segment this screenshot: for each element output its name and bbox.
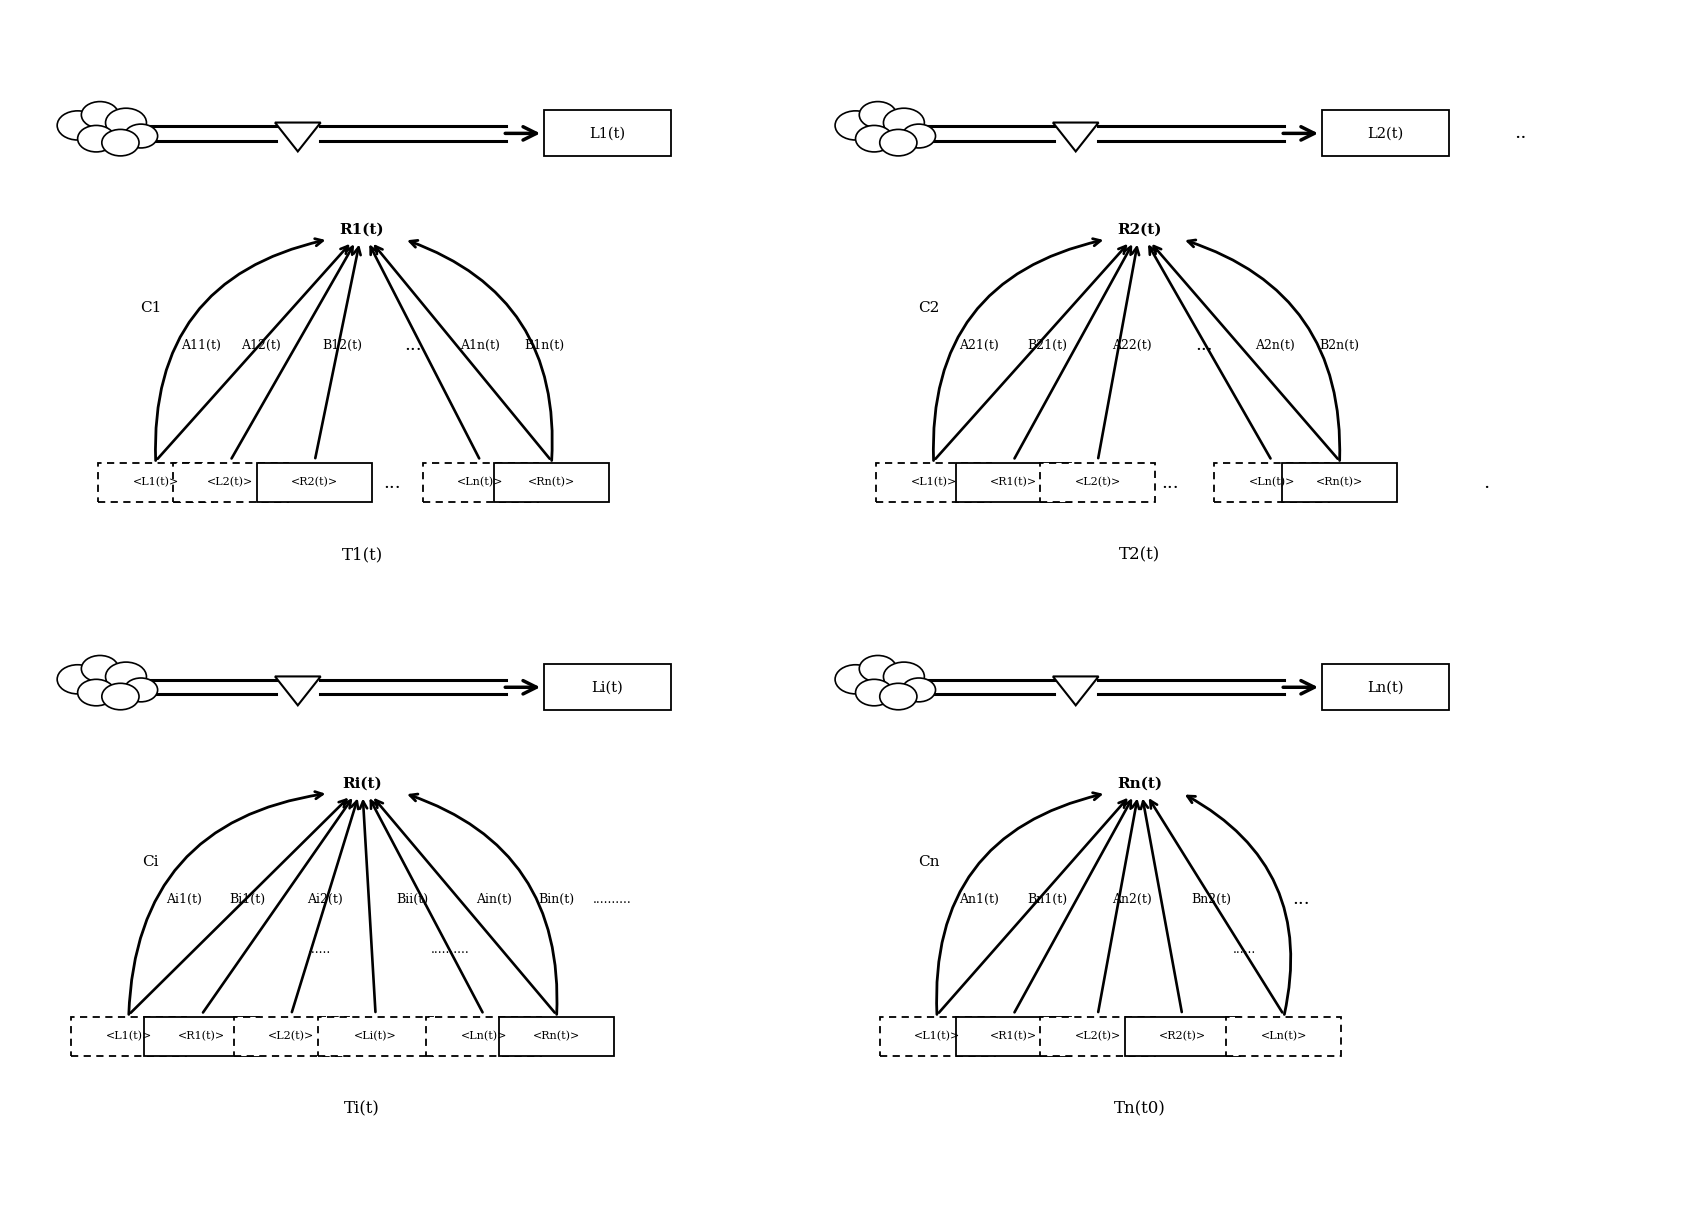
Text: Ti(t): Ti(t): [344, 1100, 380, 1117]
Text: <Li(t)>: <Li(t)>: [355, 1032, 397, 1041]
Text: Li(t): Li(t): [592, 681, 622, 694]
Text: ......: ......: [309, 943, 331, 956]
Text: C1: C1: [140, 301, 162, 315]
Polygon shape: [275, 676, 321, 705]
Bar: [880, 1017, 994, 1056]
Text: R1(t): R1(t): [339, 223, 384, 236]
Text: ..........: ..........: [593, 893, 633, 906]
Text: <Ln(t)>: <Ln(t)>: [1248, 477, 1296, 487]
Text: A11(t): A11(t): [181, 339, 222, 352]
Bar: [544, 111, 670, 156]
Text: <Rn(t)>: <Rn(t)>: [529, 477, 575, 487]
Text: Ai1(t): Ai1(t): [167, 893, 203, 906]
Text: Cn: Cn: [917, 855, 939, 868]
Text: B12(t): B12(t): [322, 339, 361, 352]
Bar: [494, 463, 609, 503]
Text: <R2(t)>: <R2(t)>: [292, 477, 338, 487]
Text: <Ln(t)>: <Ln(t)>: [457, 477, 503, 487]
Bar: [172, 463, 288, 503]
Bar: [426, 1017, 540, 1056]
Text: L2(t): L2(t): [1367, 127, 1403, 140]
Text: Ln(t): Ln(t): [1367, 681, 1403, 694]
Text: ...: ...: [404, 336, 421, 354]
Bar: [1321, 111, 1449, 156]
Text: B2n(t): B2n(t): [1320, 339, 1359, 352]
Text: Ri(t): Ri(t): [343, 777, 382, 790]
Bar: [1282, 463, 1396, 503]
Text: <Rn(t)>: <Rn(t)>: [1316, 477, 1364, 487]
Text: L1(t): L1(t): [590, 127, 626, 140]
Bar: [957, 463, 1071, 503]
Bar: [143, 1017, 259, 1056]
Text: Ai2(t): Ai2(t): [307, 893, 343, 906]
Text: <L1(t)>: <L1(t)>: [914, 1032, 960, 1041]
Text: T2(t): T2(t): [1120, 547, 1161, 563]
Text: A1n(t): A1n(t): [460, 339, 500, 352]
Text: <L2(t)>: <L2(t)>: [1074, 1032, 1120, 1041]
Text: ......: ......: [1233, 943, 1257, 956]
Bar: [1125, 1017, 1240, 1056]
Bar: [72, 1017, 186, 1056]
Text: <R2(t)>: <R2(t)>: [1159, 1032, 1205, 1041]
Bar: [957, 1017, 1071, 1056]
Text: Bn2(t): Bn2(t): [1192, 893, 1231, 906]
Text: .: .: [1483, 474, 1490, 492]
Bar: [234, 1017, 348, 1056]
Text: Rn(t): Rn(t): [1117, 777, 1163, 790]
Text: <R1(t)>: <R1(t)>: [989, 1032, 1037, 1041]
Text: <L2(t)>: <L2(t)>: [206, 477, 254, 487]
Text: <L1(t)>: <L1(t)>: [910, 477, 957, 487]
Text: A12(t): A12(t): [240, 339, 281, 352]
Text: An2(t): An2(t): [1112, 893, 1151, 906]
Text: C2: C2: [917, 301, 939, 315]
Text: A22(t): A22(t): [1112, 339, 1151, 352]
Bar: [1040, 1017, 1156, 1056]
Text: Ci: Ci: [143, 855, 159, 868]
Text: Bii(t): Bii(t): [397, 893, 430, 906]
Bar: [423, 463, 539, 503]
Text: <L2(t)>: <L2(t)>: [268, 1032, 314, 1041]
Text: T1(t): T1(t): [341, 547, 382, 563]
Text: B1n(t): B1n(t): [525, 339, 564, 352]
Polygon shape: [275, 123, 321, 151]
Polygon shape: [1054, 676, 1098, 705]
Bar: [1226, 1017, 1342, 1056]
Text: <R1(t)>: <R1(t)>: [989, 477, 1037, 487]
Text: A21(t): A21(t): [960, 339, 999, 352]
Bar: [1214, 463, 1330, 503]
Bar: [319, 1017, 433, 1056]
Bar: [1040, 463, 1156, 503]
Text: B21(t): B21(t): [1026, 339, 1067, 352]
Text: Bi1(t): Bi1(t): [228, 893, 266, 906]
Text: <Ln(t)>: <Ln(t)>: [1260, 1032, 1308, 1041]
Text: Ain(t): Ain(t): [476, 893, 512, 906]
Text: <Ln(t)>: <Ln(t)>: [460, 1032, 506, 1041]
Text: <L1(t)>: <L1(t)>: [106, 1032, 152, 1041]
Text: Bn1(t): Bn1(t): [1026, 893, 1067, 906]
Bar: [544, 664, 670, 710]
Text: <L1(t)>: <L1(t)>: [133, 477, 179, 487]
Text: Tn(t0): Tn(t0): [1113, 1100, 1166, 1117]
Bar: [99, 463, 213, 503]
Text: ...: ...: [1161, 474, 1180, 492]
Bar: [876, 463, 991, 503]
Text: An1(t): An1(t): [960, 893, 999, 906]
Text: <Rn(t)>: <Rn(t)>: [534, 1032, 580, 1041]
Bar: [1321, 664, 1449, 710]
Text: ...: ...: [384, 474, 401, 492]
Bar: [257, 463, 372, 503]
Text: A2n(t): A2n(t): [1255, 339, 1296, 352]
Text: Bin(t): Bin(t): [539, 893, 575, 906]
Text: ...: ...: [1292, 890, 1309, 909]
Text: <R1(t)>: <R1(t)>: [177, 1032, 225, 1041]
Text: R2(t): R2(t): [1118, 223, 1163, 236]
Bar: [500, 1017, 614, 1056]
Text: <L2(t)>: <L2(t)>: [1074, 477, 1120, 487]
Polygon shape: [1054, 123, 1098, 151]
Text: ...: ...: [1195, 336, 1212, 354]
Text: ..........: ..........: [431, 943, 469, 956]
Text: ..: ..: [1514, 124, 1526, 143]
